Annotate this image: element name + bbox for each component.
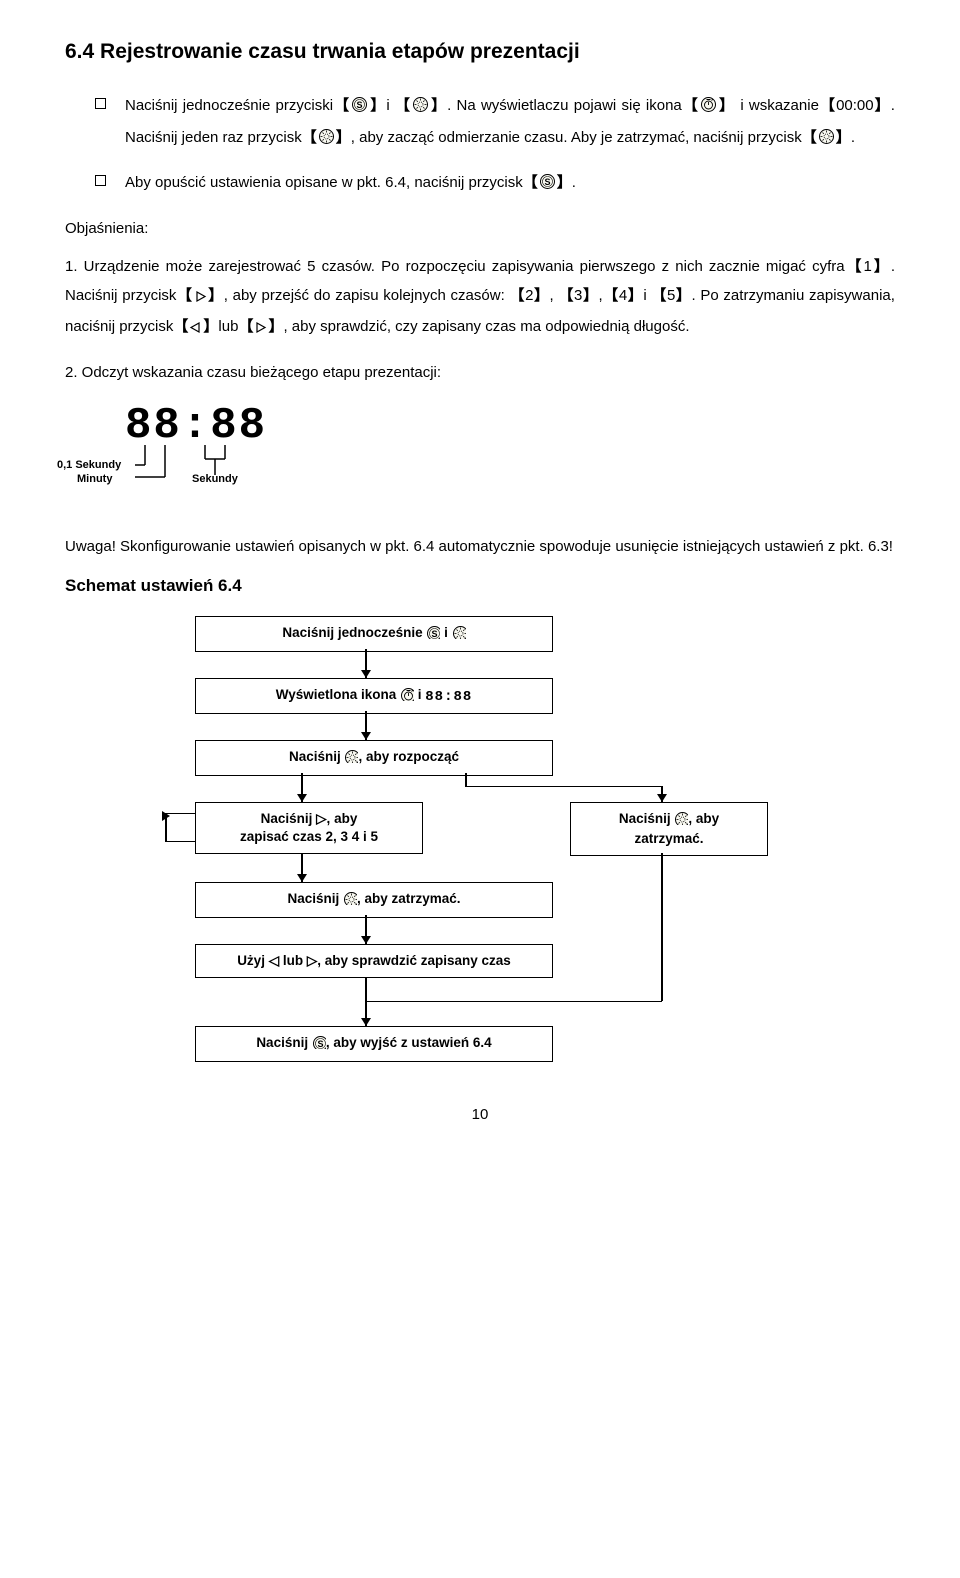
flow-box-5: Naciśnij , abyzatrzymać. [570, 802, 768, 856]
page-number: 10 [65, 1106, 895, 1123]
light-icon [452, 625, 466, 644]
light-icon [344, 749, 358, 768]
s-icon [539, 172, 556, 201]
flow-box-6: Naciśnij , aby zatrzymać. [195, 882, 553, 918]
triangle-left-icon [189, 316, 202, 345]
flow-box-7: Użyj ◁ lub ▷, aby sprawdzić zapisany cza… [195, 944, 553, 978]
triangle-right-icon [254, 316, 267, 345]
flow-box-2: Wyświetlona ikona i 88:88 [195, 678, 553, 715]
s-icon [312, 1035, 326, 1054]
flow-seg-digits: 88:88 [425, 688, 472, 707]
s-icon [351, 95, 368, 124]
paragraph-1: Naciśnij jednocześnie przyciskii . Na wy… [65, 92, 895, 155]
bullet-box-icon [95, 175, 106, 186]
timer-icon [400, 687, 414, 706]
segment-digits: 88:88 [125, 401, 267, 451]
light-icon [343, 891, 357, 910]
flowchart: Naciśnij jednocześnie i Wyświetlona ikon… [65, 616, 895, 1076]
light-icon [674, 811, 688, 830]
flow-box-4: Naciśnij ▷, abyzapisać czas 2, 3 4 i 5 [195, 802, 423, 854]
segment-display-diagram: 88:88 0,1 Sekundy Minuty Sekundy [65, 401, 325, 511]
explanation-2: 2. Odczyt wskazania czasu bieżącego etap… [65, 359, 895, 388]
note-paragraph: Uwaga! Skonfigurowanie ustawień opisanyc… [65, 533, 895, 562]
light-icon [818, 127, 835, 156]
light-icon [318, 127, 335, 156]
flow-box-8: Naciśnij , aby wyjść z ustawień 6.4 [195, 1026, 553, 1062]
light-icon [412, 95, 429, 124]
segment-label-2: Minuty [77, 473, 112, 485]
schema-title: Schemat ustawień 6.4 [65, 576, 895, 596]
paragraph-2: Aby opuścić ustawienia opisane w pkt. 6.… [65, 169, 895, 201]
flow-box-1: Naciśnij jednocześnie i [195, 616, 553, 652]
explanation-1: 1. Urządzenie może zarejestrować 5 czasó… [65, 253, 895, 345]
segment-label-3: Sekundy [192, 473, 238, 485]
s-icon [426, 625, 440, 644]
triangle-right-icon [194, 285, 207, 314]
segment-label-1: 0,1 Sekundy [57, 459, 121, 471]
section-heading: 6.4 Rejestrowanie czasu trwania etapów p… [65, 40, 895, 64]
bullet-box-icon [95, 98, 106, 109]
flow-box-3: Naciśnij , aby rozpocząć [195, 740, 553, 776]
explanations-title: Objaśnienia: [65, 215, 895, 244]
timer-icon [700, 95, 717, 124]
